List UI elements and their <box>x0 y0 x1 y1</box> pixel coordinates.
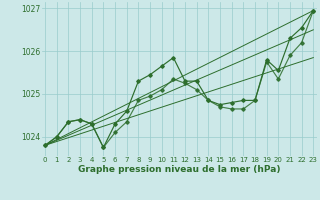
X-axis label: Graphe pression niveau de la mer (hPa): Graphe pression niveau de la mer (hPa) <box>78 165 280 174</box>
